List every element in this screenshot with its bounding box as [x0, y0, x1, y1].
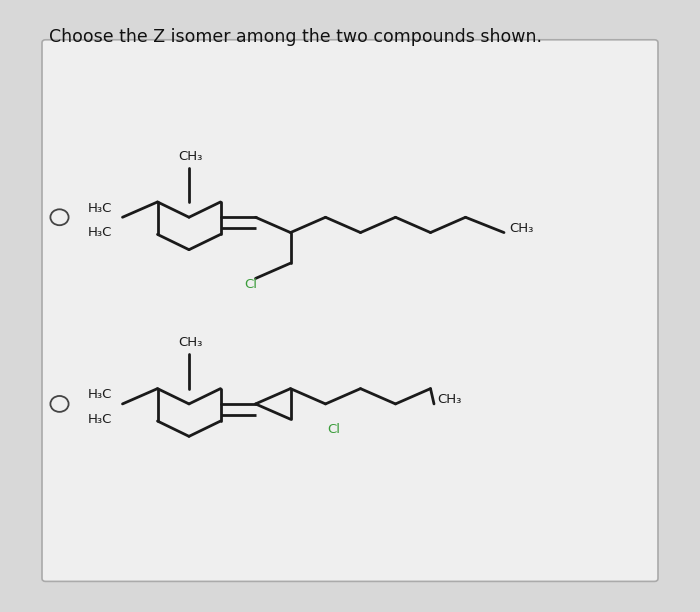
Text: H₃C: H₃C	[88, 201, 112, 215]
Text: CH₃: CH₃	[178, 149, 202, 163]
Text: H₃C: H₃C	[88, 226, 112, 239]
Text: Cl: Cl	[328, 423, 341, 436]
Text: Cl: Cl	[244, 278, 257, 291]
FancyBboxPatch shape	[42, 40, 658, 581]
Text: H₃C: H₃C	[88, 412, 112, 426]
Text: CH₃: CH₃	[178, 336, 202, 349]
Text: H₃C: H₃C	[88, 388, 112, 401]
Text: Choose the Z isomer among the two compounds shown.: Choose the Z isomer among the two compou…	[49, 28, 542, 45]
Text: CH₃: CH₃	[509, 222, 533, 236]
Text: CH₃: CH₃	[438, 392, 462, 406]
